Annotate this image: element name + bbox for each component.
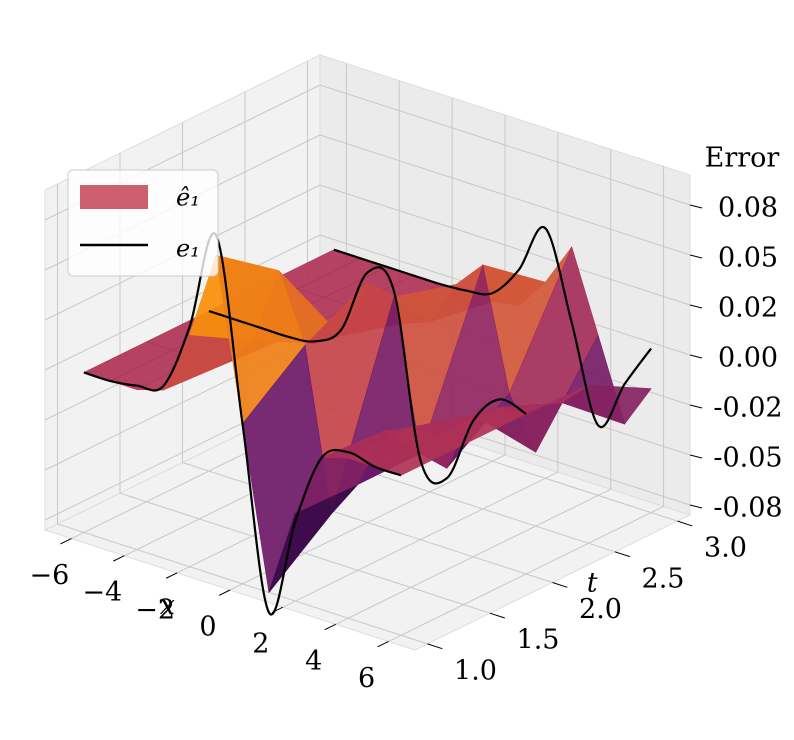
t-tick-label: 2.5 <box>642 563 685 594</box>
x-tick-label: 2 <box>252 629 269 660</box>
grid-line <box>44 234 321 371</box>
grid-line <box>182 462 553 583</box>
z-tick <box>689 504 703 509</box>
z-tick-label: -0.08 <box>713 493 782 524</box>
x-tick <box>113 555 125 562</box>
z-tick <box>689 204 703 209</box>
z-tick-label: 0.02 <box>718 293 778 324</box>
x-tick-label: 6 <box>358 663 375 694</box>
z-tick-label: 0.00 <box>718 343 778 374</box>
x-tick <box>218 589 231 596</box>
error-line <box>208 266 527 485</box>
x-axis-label: x <box>160 590 175 621</box>
z-tick <box>689 454 703 459</box>
t-tick <box>427 643 443 650</box>
x-tick <box>377 640 389 648</box>
x-tick-label: 0 <box>199 612 216 643</box>
z-tick <box>689 304 703 309</box>
grid-line <box>319 134 691 256</box>
legend-label: ê₁ <box>176 184 200 212</box>
x-tick <box>165 572 178 579</box>
t-tick <box>677 520 693 527</box>
x-tick-label: −4 <box>82 577 122 608</box>
x-tick <box>60 538 72 545</box>
t-axis-label: t <box>587 568 598 599</box>
grid-line <box>319 84 691 206</box>
x-tick <box>324 623 336 631</box>
legend-swatch <box>80 185 148 209</box>
legend: ê₁ e₁ <box>67 169 219 277</box>
error-line <box>83 232 402 616</box>
t-tick <box>552 582 568 588</box>
grid-line <box>57 523 428 645</box>
t-tick-label: 2.0 <box>579 594 622 625</box>
z-tick-label: -0.05 <box>713 443 782 474</box>
x-tick-label: 4 <box>305 646 322 677</box>
x-tick-label: −6 <box>30 560 70 591</box>
error-line <box>333 225 652 429</box>
grid-line <box>119 492 491 614</box>
z-tick-label: -0.02 <box>713 393 782 424</box>
t-tick-label: 1.0 <box>454 655 497 686</box>
grid-line <box>319 184 691 306</box>
z-tick-label: 0.08 <box>718 193 778 224</box>
z-tick <box>689 404 703 409</box>
t-tick <box>489 612 505 619</box>
t-tick <box>614 551 630 558</box>
z-axis-label: Error <box>705 143 780 174</box>
t-tick-label: 3.0 <box>704 533 747 564</box>
t-tick-label: 1.5 <box>517 625 560 656</box>
z-tick <box>689 254 703 259</box>
z-tick <box>689 354 703 359</box>
legend-label: e₁ <box>176 235 200 263</box>
z-tick-label: 0.05 <box>718 243 778 274</box>
x-tick-label: −2 <box>135 594 175 625</box>
